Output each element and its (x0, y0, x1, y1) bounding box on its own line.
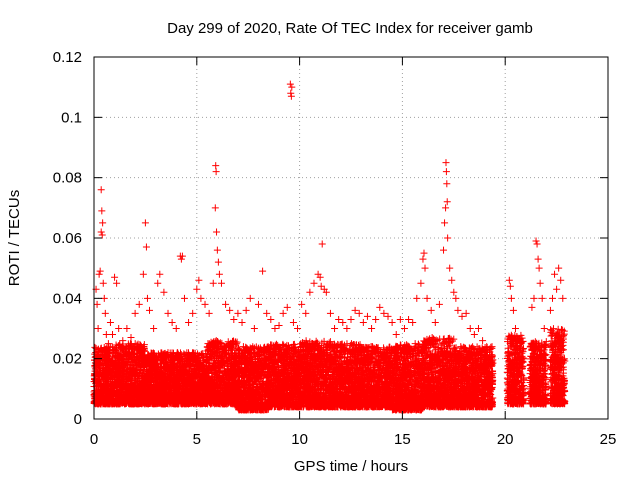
data-point (103, 358, 111, 366)
data-point (101, 377, 109, 385)
data-point (95, 400, 103, 408)
data-point (102, 378, 110, 386)
data-point (95, 392, 103, 400)
data-point (101, 369, 109, 377)
data-point (101, 386, 109, 394)
data-point (98, 350, 106, 358)
data-point (104, 394, 112, 402)
data-point (94, 348, 102, 356)
data-point (94, 355, 102, 363)
data-point (97, 380, 105, 388)
data-point (91, 371, 99, 379)
data-point (98, 361, 106, 369)
data-point (91, 356, 99, 364)
data-point (99, 373, 107, 381)
data-point (107, 374, 115, 382)
data-points (90, 80, 569, 414)
grid-lines (94, 57, 608, 419)
data-point (100, 399, 108, 407)
chart-title: Day 299 of 2020, Rate Of TEC Index for r… (167, 20, 533, 37)
data-point (102, 362, 110, 370)
data-point (93, 385, 101, 393)
data-point (105, 386, 113, 394)
data-point (105, 348, 113, 356)
data-point (91, 359, 99, 367)
